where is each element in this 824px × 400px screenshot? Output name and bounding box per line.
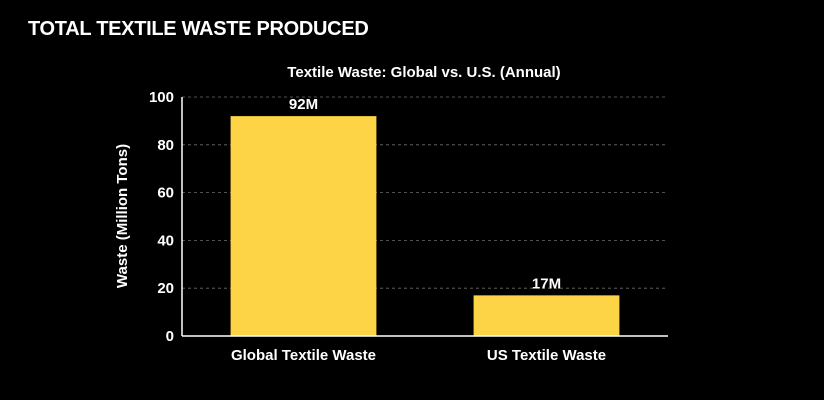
y-tick-label: 0: [166, 328, 174, 345]
data-labels: 92M 17M: [289, 96, 561, 292]
chart-title: Textile Waste: Global vs. U.S. (Annual): [287, 64, 560, 81]
data-label: 17M: [532, 275, 561, 292]
y-tick-label: 20: [157, 280, 174, 297]
x-tick-label: US Textile Waste: [487, 347, 606, 364]
bars: [230, 116, 620, 337]
y-axis-label: Waste (Million Tons): [114, 144, 131, 288]
y-tick-label: 60: [157, 185, 174, 202]
bar-us: [473, 295, 620, 336]
data-label: 92M: [289, 96, 318, 113]
y-tick-label: 80: [157, 137, 174, 154]
y-gridlines: [182, 96, 668, 289]
page-heading: TOTAL TEXTILE WASTE PRODUCED: [28, 18, 369, 40]
y-tick-label: 40: [157, 232, 174, 249]
x-tick-label: Global Textile Waste: [231, 347, 376, 364]
bar-global: [230, 116, 377, 337]
y-tick-labels: 0 20 40 60 80 100: [149, 89, 174, 345]
x-tick-labels: Global Textile Waste US Textile Waste: [231, 347, 606, 364]
y-tick-label: 100: [149, 89, 174, 106]
